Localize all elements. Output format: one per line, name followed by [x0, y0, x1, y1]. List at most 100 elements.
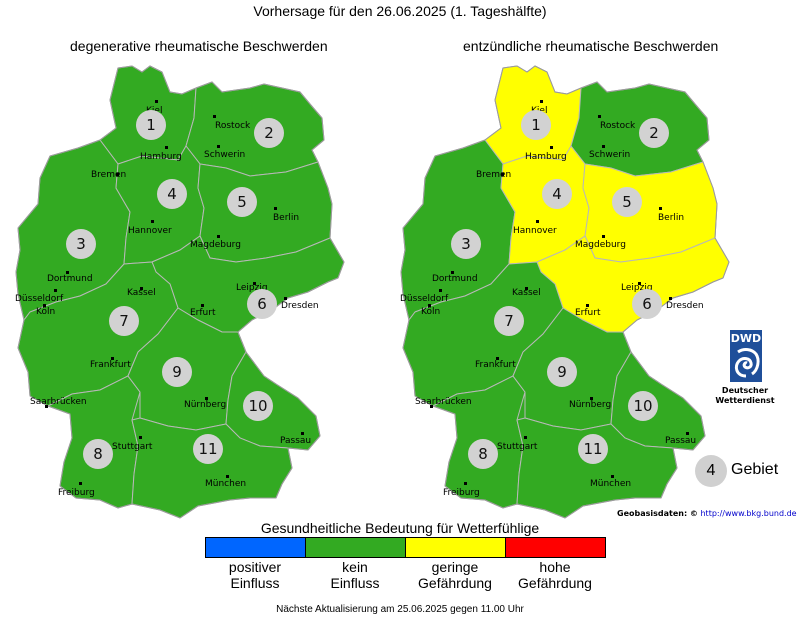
city-label: Dortmund	[432, 274, 478, 284]
city-dot	[602, 145, 605, 148]
city-label: Rostock	[215, 121, 251, 131]
scale-label: hohe Gefährdung	[518, 559, 592, 591]
region-marker	[628, 391, 658, 421]
city-label: Erfurt	[575, 308, 601, 318]
city-dot	[139, 436, 142, 439]
city-dot	[201, 304, 204, 307]
city-dot	[151, 220, 154, 223]
city-label: Düsseldorf	[400, 294, 449, 304]
region-number: 8	[93, 445, 103, 463]
geodata-credit: Geobasisdaten: © http://www.bkg.bund.de	[617, 509, 797, 518]
scale-label: geringe Gefährdung	[418, 559, 492, 591]
region-number: 6	[642, 295, 652, 313]
city-label: Leipzig	[621, 283, 653, 293]
region-number: 5	[622, 193, 632, 211]
scale-swatch	[405, 537, 506, 558]
city-label: Erfurt	[190, 308, 216, 318]
region-marker	[254, 118, 284, 148]
city-dot	[213, 115, 216, 118]
city-dot	[430, 405, 433, 408]
city-label: Passau	[665, 436, 696, 446]
city-dot	[274, 207, 277, 210]
city-label: Dresden	[281, 301, 319, 311]
city-dot	[602, 235, 605, 238]
city-label: Dortmund	[47, 274, 93, 284]
city-label: Schwerin	[204, 150, 245, 160]
region-marker	[157, 179, 187, 209]
region-marker	[162, 357, 192, 387]
city-dot	[586, 304, 589, 307]
map-1: KielRostockHamburgSchwerinBremenHannover…	[15, 65, 345, 519]
city-label: Magdeburg	[575, 240, 626, 250]
region-marker	[639, 118, 669, 148]
city-label: Bremen	[476, 170, 511, 180]
region-number: 7	[119, 312, 129, 330]
city-label: Frankfurt	[90, 360, 131, 370]
scale-label: kein Einfluss	[330, 559, 380, 591]
city-dot	[43, 304, 46, 307]
region-key-label: Gebiet	[731, 461, 779, 478]
region-marker	[227, 187, 257, 217]
city-label: Passau	[280, 436, 311, 446]
scale-swatch	[505, 537, 606, 558]
forecast-title: Vorhersage für den 26.06.2025 (1. Tagesh…	[253, 3, 547, 19]
region-number: 2	[649, 124, 659, 142]
region-number: 6	[257, 295, 267, 313]
region-marker	[136, 110, 166, 140]
city-dot	[205, 397, 208, 400]
map-2: KielRostockHamburgSchwerinBremenHannover…	[400, 65, 730, 519]
city-dot	[428, 304, 431, 307]
city-dot	[464, 482, 467, 485]
city-label: Saarbrücken	[415, 397, 472, 407]
city-label: Freiburg	[58, 488, 95, 498]
region-number: 7	[504, 312, 514, 330]
dwd-caption-line2: Wetterdienst	[715, 396, 775, 405]
city-dot	[540, 100, 543, 103]
region-marker	[109, 306, 139, 336]
region-number: 8	[478, 445, 488, 463]
city-dot	[155, 100, 158, 103]
city-label: Stuttgart	[112, 442, 153, 452]
region-number: 5	[237, 193, 247, 211]
city-label: Düsseldorf	[15, 294, 64, 304]
city-dot	[284, 297, 287, 300]
city-dot	[524, 436, 527, 439]
city-dot	[439, 289, 442, 292]
dwd-logo: DWD	[730, 330, 762, 382]
city-label: Frankfurt	[475, 360, 516, 370]
region-number: 9	[557, 363, 567, 381]
region-marker	[193, 434, 223, 464]
city-dot	[611, 475, 614, 478]
city-label: Berlin	[273, 213, 299, 223]
credit-link[interactable]: http://www.bkg.bund.de	[700, 509, 797, 518]
region-number: 10	[633, 397, 652, 415]
city-dot	[686, 432, 689, 435]
city-dot	[116, 173, 119, 176]
city-dot	[501, 173, 504, 176]
city-label: Hamburg	[525, 152, 567, 162]
city-label: Magdeburg	[190, 240, 241, 250]
city-dot	[165, 146, 168, 149]
city-label: Schwerin	[589, 150, 630, 160]
city-dot	[536, 220, 539, 223]
city-label: Leipzig	[236, 283, 268, 293]
region-marker	[542, 179, 572, 209]
region-number: 4	[552, 185, 562, 203]
city-dot	[550, 146, 553, 149]
region-marker	[547, 357, 577, 387]
region-marker	[494, 306, 524, 336]
region-marker	[243, 391, 273, 421]
city-dot	[54, 289, 57, 292]
region-number: 2	[264, 124, 274, 142]
region-number: 3	[461, 235, 471, 253]
region-number: 3	[76, 235, 86, 253]
city-dot	[66, 271, 69, 274]
city-label: Dresden	[666, 301, 704, 311]
city-label: Kassel	[512, 288, 541, 298]
update-note: Nächste Aktualisierung am 25.06.2025 geg…	[276, 604, 524, 615]
city-label: Freiburg	[443, 488, 480, 498]
city-dot	[638, 282, 641, 285]
region-marker	[468, 439, 498, 469]
city-dot	[669, 297, 672, 300]
dwd-caption-line1: Deutscher	[721, 386, 769, 395]
